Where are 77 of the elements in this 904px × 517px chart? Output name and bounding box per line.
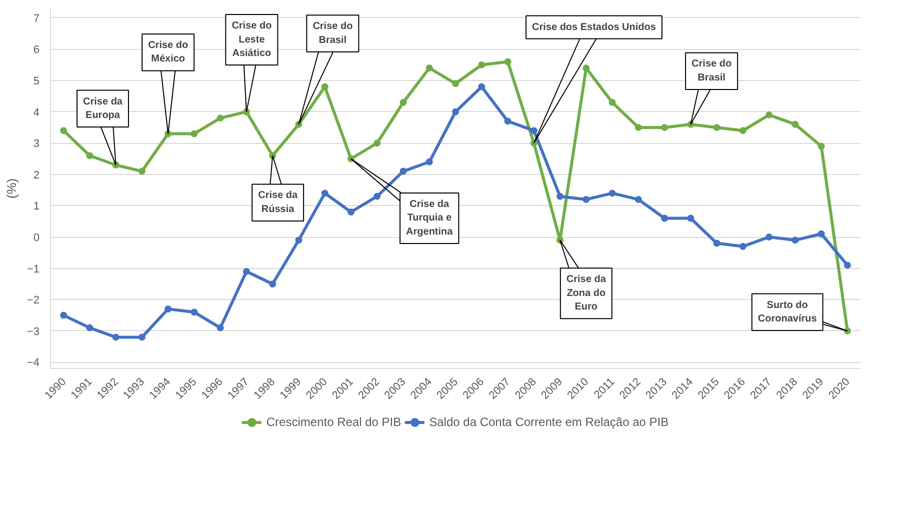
point xyxy=(138,168,146,175)
point xyxy=(426,158,433,166)
y-tick-label: 7 xyxy=(33,12,40,25)
point xyxy=(216,114,224,122)
point xyxy=(242,268,250,275)
annotation: Crise do Brasil xyxy=(692,58,732,84)
point xyxy=(713,124,720,131)
point xyxy=(713,240,720,247)
point xyxy=(739,242,746,250)
point xyxy=(60,312,68,319)
point xyxy=(766,234,773,241)
annotation: Crise do Leste Asiático xyxy=(232,20,272,60)
point xyxy=(190,308,198,316)
point xyxy=(400,168,407,175)
point xyxy=(400,98,407,106)
y-tick-label: −2 xyxy=(26,294,40,307)
point xyxy=(661,214,668,222)
y-tick-label: 4 xyxy=(33,106,40,119)
point xyxy=(844,262,851,269)
point xyxy=(739,127,746,134)
y-tick-label: −4 xyxy=(26,357,40,370)
point xyxy=(608,98,616,106)
point xyxy=(295,236,302,244)
point xyxy=(374,140,381,147)
y-tick-label: 0 xyxy=(33,232,40,244)
annotation: Crise do Brasil xyxy=(312,21,353,46)
legend-label: Crescimento Real do PIB xyxy=(266,415,402,429)
point xyxy=(452,80,459,88)
point xyxy=(818,142,825,150)
y-tick-label: 5 xyxy=(33,76,40,88)
point xyxy=(190,130,198,138)
y-tick-label: 2 xyxy=(33,169,40,182)
annotation: Crise do México xyxy=(148,40,188,65)
point xyxy=(321,83,328,90)
y-tick-label: 6 xyxy=(33,44,40,56)
annotation: Surto do Coronavírus xyxy=(758,300,818,325)
point xyxy=(86,152,94,160)
legend-label: Saldo da Conta Corrente em Relação ao PIB xyxy=(429,415,669,429)
annotation: Crise da Turquia e Argentina xyxy=(406,198,454,238)
point xyxy=(530,127,538,134)
point xyxy=(112,334,120,341)
point xyxy=(347,208,354,216)
point xyxy=(374,192,381,200)
point xyxy=(86,324,94,332)
point xyxy=(478,83,486,90)
y-tick-label: −3 xyxy=(26,326,40,338)
point xyxy=(661,124,668,131)
point xyxy=(818,230,825,238)
point xyxy=(687,214,694,222)
annotation: Crise da Zona do Euro xyxy=(566,274,606,313)
point xyxy=(216,324,224,332)
point xyxy=(60,127,68,134)
point xyxy=(766,111,773,118)
annotation: Crise da Europa xyxy=(83,96,123,122)
point xyxy=(504,58,512,66)
y-axis-title: (%) xyxy=(4,178,19,199)
point xyxy=(582,196,590,203)
point xyxy=(452,108,459,116)
annotation: Crise da Rússia xyxy=(258,190,298,215)
y-tick-label: 3 xyxy=(33,138,40,150)
point xyxy=(634,196,642,203)
annotation: Crise dos Estados Unidos xyxy=(532,22,656,33)
point xyxy=(426,64,433,72)
point xyxy=(164,306,172,313)
point xyxy=(792,236,799,244)
y-tick-label: 1 xyxy=(33,200,40,213)
y-tick-label: −1 xyxy=(26,263,40,276)
point xyxy=(608,190,616,197)
point xyxy=(504,118,512,125)
point xyxy=(634,124,642,131)
point xyxy=(556,192,564,200)
point xyxy=(582,64,590,72)
point xyxy=(138,334,146,341)
point xyxy=(269,280,276,288)
point xyxy=(321,190,328,197)
point xyxy=(478,61,486,68)
point xyxy=(792,120,799,128)
